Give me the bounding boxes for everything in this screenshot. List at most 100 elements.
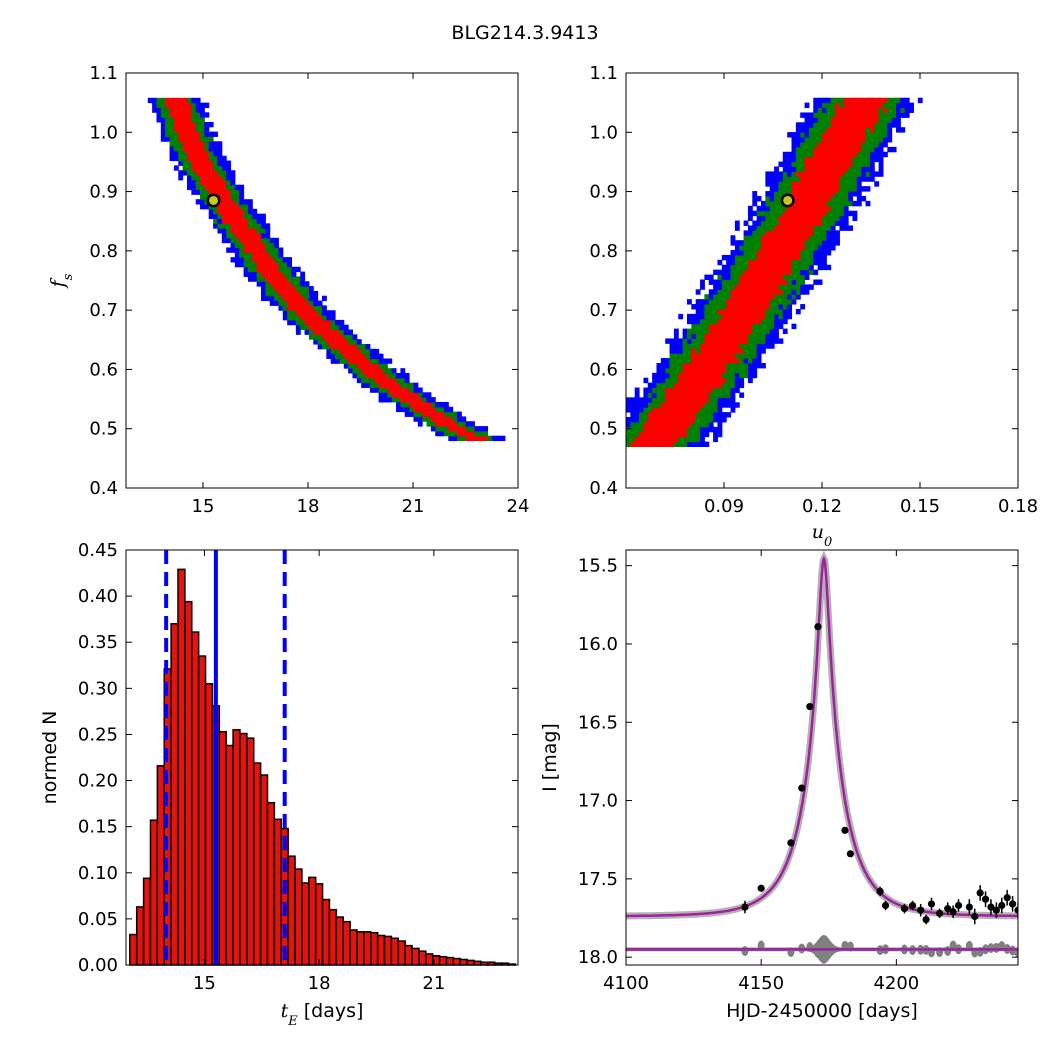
heatmap-cell <box>800 171 806 177</box>
heatmap-cell <box>708 313 714 320</box>
heatmap-cell <box>817 205 823 212</box>
heatmap-cell <box>804 141 810 148</box>
heatmap-cell <box>752 264 758 271</box>
heatmap-cell <box>747 308 753 315</box>
heatmap-cell <box>396 401 401 408</box>
heatmap-cell <box>835 127 840 133</box>
heatmap-cell <box>313 329 319 335</box>
heatmap-cell <box>896 107 901 113</box>
heatmap-cell <box>839 107 845 113</box>
heatmap-cell <box>208 179 214 186</box>
heatmap-cell <box>822 264 827 271</box>
heatmap-cell <box>695 343 701 349</box>
heatmap-cell <box>700 402 705 408</box>
heatmap-cell <box>795 151 801 158</box>
heatmap-cell <box>756 299 762 305</box>
heatmap-cell <box>852 122 858 128</box>
heatmap-cell <box>261 261 266 268</box>
heatmap-cell <box>313 324 319 331</box>
heatmap-cell <box>374 353 380 360</box>
heatmap-cell <box>704 431 710 438</box>
heatmap-cell <box>730 333 736 339</box>
heatmap-cell <box>660 407 666 413</box>
heatmap-cell <box>483 435 489 442</box>
heatmap-cell <box>782 161 788 168</box>
heatmap-cell <box>647 421 653 428</box>
heatmap-cell <box>808 166 814 172</box>
heatmap-cell <box>787 304 793 310</box>
heatmap-cell <box>669 367 675 374</box>
histogram-bar <box>356 931 365 966</box>
heatmap-cell <box>891 107 897 113</box>
heatmap-cell <box>830 230 836 236</box>
heatmap-cell <box>817 161 823 168</box>
heatmap-cell <box>409 401 414 408</box>
heatmap-cell <box>835 181 840 187</box>
heatmap-cell <box>800 254 806 261</box>
heatmap-cell <box>769 240 775 246</box>
heatmap-cell <box>691 392 697 398</box>
heatmap-cell <box>817 132 823 138</box>
heatmap-cell <box>713 407 718 413</box>
heatmap-cell <box>656 426 662 433</box>
histogram-bar <box>170 623 179 966</box>
heatmap-cell <box>673 362 679 369</box>
heatmap-cell <box>304 286 310 292</box>
heatmap-cell <box>287 290 293 297</box>
heatmap-cell <box>739 382 745 389</box>
heatmap-cell <box>887 122 893 128</box>
heatmap-cell <box>900 107 906 113</box>
heatmap-cell <box>726 254 732 261</box>
heatmap-cell <box>691 304 697 310</box>
heatmap-cell <box>652 387 657 393</box>
heatmap-cell <box>795 294 801 300</box>
heatmap-cell <box>173 141 179 147</box>
heatmap-cell <box>678 382 684 389</box>
heatmap-cell <box>852 132 858 138</box>
heatmap-cell <box>186 121 192 128</box>
heatmap-cell <box>817 230 823 236</box>
heatmap-cell <box>713 417 718 423</box>
heatmap-cell <box>295 281 301 287</box>
heatmap-cell <box>704 358 710 364</box>
data-point <box>1008 900 1017 908</box>
heatmap-cell <box>882 137 888 143</box>
heatmap-cell <box>791 210 797 217</box>
heatmap-cell <box>721 328 727 335</box>
heatmap-cell <box>417 387 423 393</box>
heatmap-cell <box>361 377 367 384</box>
heatmap-cell <box>708 362 714 369</box>
heatmap-cell <box>721 323 727 330</box>
heatmap-cell <box>743 264 749 271</box>
heatmap-cell <box>213 165 218 171</box>
heatmap-cell <box>256 261 262 268</box>
heatmap-cell <box>252 271 258 277</box>
heatmap-cell <box>800 186 806 192</box>
x-tick-label: 21 <box>402 496 425 517</box>
data-point <box>806 703 814 711</box>
heatmap-cell <box>226 237 232 244</box>
heatmap-cell <box>734 274 740 280</box>
heatmap-cell <box>726 343 732 349</box>
heatmap-cell <box>787 161 793 168</box>
heatmap-cell <box>804 166 810 172</box>
heatmap-cell <box>817 259 823 266</box>
histogram-bar <box>314 883 324 966</box>
heatmap-cell <box>396 397 401 403</box>
heatmap-cell <box>852 166 858 172</box>
heatmap-cell <box>230 247 236 253</box>
heatmap-cell <box>787 132 793 138</box>
heatmap-cell <box>278 252 284 258</box>
heatmap-cell <box>708 318 714 325</box>
heatmap-cell <box>713 387 718 393</box>
heatmap-cell <box>682 367 688 374</box>
heatmap-cell <box>856 117 862 123</box>
heatmap-cell <box>826 205 832 212</box>
heatmap-cell <box>787 308 793 315</box>
heatmap-cell <box>865 137 871 143</box>
heatmap-cell <box>730 235 736 241</box>
heatmap-cell <box>160 97 166 104</box>
heatmap-cell <box>439 411 445 417</box>
heatmap-cell <box>835 151 840 158</box>
heatmap-cell <box>660 387 666 393</box>
